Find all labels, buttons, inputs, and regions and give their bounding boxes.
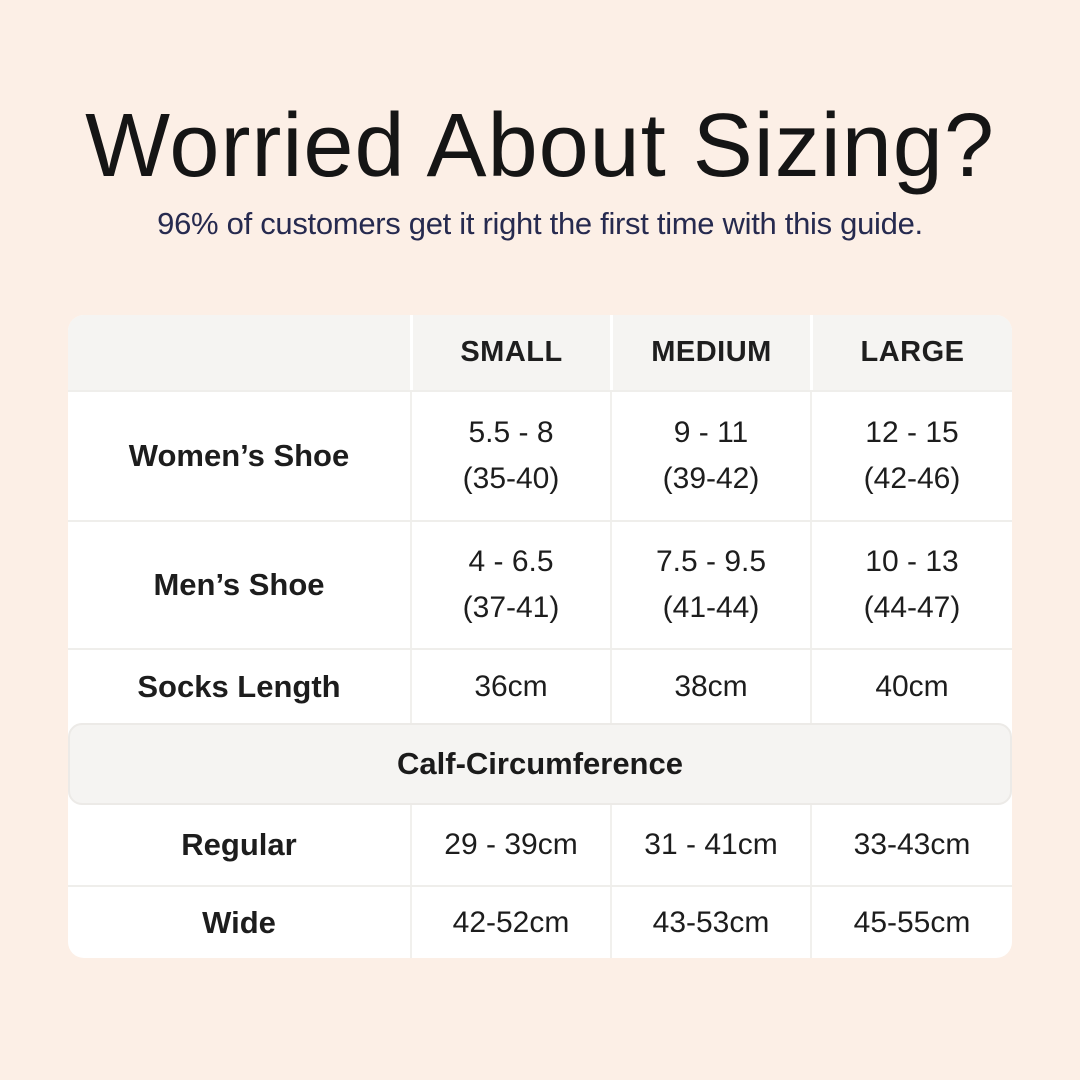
- row-label-womens-shoe: Women’s Shoe: [128, 438, 350, 473]
- cell-wide-large: 45-55cm: [810, 887, 1012, 958]
- cell-main-value: 7.5 - 9.5: [655, 545, 767, 578]
- cell-main-value: 9 - 11: [673, 416, 749, 449]
- cell-main-value: 5.5 - 8: [468, 416, 554, 449]
- row-label-mens-shoe: Men’s Shoe: [153, 567, 325, 602]
- cell-mens-medium: 7.5 - 9.5 (41-44): [610, 522, 810, 648]
- page-subtitle: 96% of customers get it right the first …: [157, 206, 923, 241]
- cell-main-value: 29 - 39cm: [444, 828, 578, 861]
- row-label-socks-length: Socks Length: [137, 668, 341, 704]
- cell-main-value: 33-43cm: [853, 828, 971, 861]
- cell-regular-medium: 31 - 41cm: [610, 805, 810, 885]
- cell-main-value: 45-55cm: [853, 905, 971, 939]
- cell-mens-small: 4 - 6.5 (37-41): [410, 522, 610, 648]
- cell-main-value: 31 - 41cm: [644, 828, 778, 861]
- cell-mens-large: 10 - 13 (44-47): [810, 522, 1012, 648]
- cell-socks-medium: 38cm: [610, 650, 810, 723]
- cell-wide-small: 42-52cm: [410, 887, 610, 958]
- col-header-medium: MEDIUM: [610, 315, 810, 390]
- cell-socks-large: 40cm: [810, 650, 1012, 723]
- col-header-small: SMALL: [410, 315, 610, 390]
- cell-womens-medium: 9 - 11 (39-42): [610, 392, 810, 520]
- cell-main-value: 12 - 15: [865, 416, 959, 449]
- cell-sub-value: (35-40): [462, 462, 560, 495]
- table-header-row: SMALL MEDIUM LARGE: [68, 315, 1012, 390]
- cell-main-value: 36cm: [474, 669, 548, 703]
- row-label-regular: Regular: [181, 827, 297, 862]
- cell-main-value: 43-53cm: [652, 905, 770, 939]
- cell-wide-medium: 43-53cm: [610, 887, 810, 958]
- size-table: SMALL MEDIUM LARGE Women’s Shoe 5.5 - 8 …: [68, 315, 1012, 958]
- col-header-large: LARGE: [810, 315, 1012, 390]
- table-row-womens-shoe: Women’s Shoe 5.5 - 8 (35-40) 9 - 11 (39-…: [68, 390, 1012, 520]
- cell-womens-small: 5.5 - 8 (35-40): [410, 392, 610, 520]
- cell-womens-large: 12 - 15 (42-46): [810, 392, 1012, 520]
- cell-main-value: 10 - 13: [865, 545, 959, 578]
- corner-cell: [68, 315, 410, 390]
- row-label-wide: Wide: [202, 904, 276, 940]
- cell-regular-large: 33-43cm: [810, 805, 1012, 885]
- page-title: Worried About Sizing?: [85, 96, 995, 196]
- cell-regular-small: 29 - 39cm: [410, 805, 610, 885]
- section-header-label: Calf-Circumference: [397, 746, 683, 781]
- table-row-socks-length: Socks Length 36cm 38cm 40cm: [68, 648, 1012, 723]
- cell-sub-value: (41-44): [662, 591, 760, 624]
- section-header-calf-circumference: Calf-Circumference: [68, 723, 1012, 805]
- cell-main-value: 4 - 6.5: [468, 545, 554, 578]
- cell-main-value: 38cm: [674, 669, 748, 703]
- cell-sub-value: (37-41): [462, 591, 560, 624]
- cell-main-value: 42-52cm: [452, 905, 570, 939]
- cell-socks-small: 36cm: [410, 650, 610, 723]
- table-row-regular: Regular 29 - 39cm 31 - 41cm 33-43cm: [68, 805, 1012, 885]
- cell-sub-value: (44-47): [863, 591, 961, 624]
- cell-sub-value: (42-46): [863, 462, 961, 495]
- table-row-mens-shoe: Men’s Shoe 4 - 6.5 (37-41) 7.5 - 9.5 (41…: [68, 520, 1012, 648]
- cell-sub-value: (39-42): [662, 462, 760, 495]
- cell-main-value: 40cm: [875, 669, 949, 703]
- table-row-wide: Wide 42-52cm 43-53cm 45-55cm: [68, 885, 1012, 958]
